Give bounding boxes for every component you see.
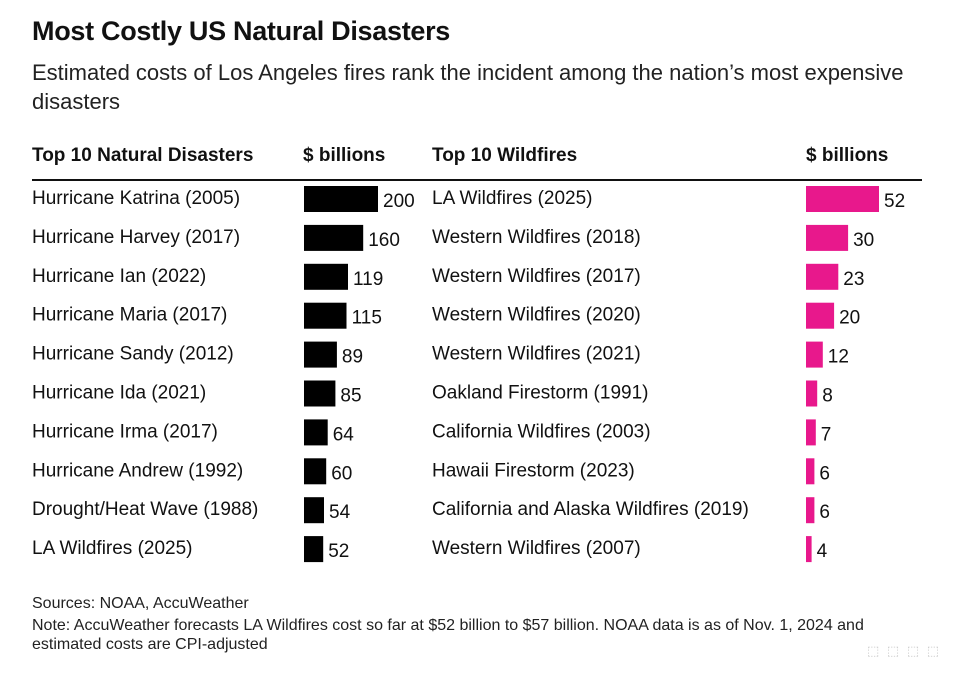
wildfire-value-label: 7: [821, 424, 832, 445]
wildfire-label: LA Wildfires (2025): [432, 188, 593, 209]
disaster-value-label: 160: [368, 230, 400, 251]
disaster-value-label: 64: [333, 424, 355, 445]
wildfire-bar: [806, 263, 839, 290]
wildfire-bar: [806, 341, 823, 368]
wildfire-label: Western Wildfires (2017): [432, 266, 641, 287]
disaster-value-label: 85: [340, 386, 361, 407]
disaster-value-label: 119: [353, 269, 383, 290]
note-text: Note: AccuWeather forecasts LA Wildfires…: [32, 617, 864, 653]
disaster-bar: [304, 380, 336, 407]
wildfire-value-label: 6: [819, 463, 830, 484]
disaster-label: Hurricane Irma (2017): [32, 421, 218, 442]
left-value-header: $ billions: [303, 145, 386, 166]
disaster-value-label: 60: [331, 463, 352, 484]
wildfire-label: Oakland Firestorm (1991): [432, 383, 648, 404]
disaster-bar: [304, 536, 324, 563]
chart-subtitle: Estimated costs of Los Angeles fires ran…: [32, 60, 904, 114]
wildfire-value-label: 20: [839, 308, 860, 329]
wildfire-bar: [806, 419, 816, 446]
wildfire-bar: [806, 224, 849, 251]
sources-text: Sources: NOAA, AccuWeather: [32, 595, 249, 612]
disaster-label: LA Wildfires (2025): [32, 538, 193, 559]
disaster-label: Hurricane Katrina (2005): [32, 188, 240, 209]
disaster-value-label: 89: [342, 347, 363, 368]
disaster-label: Hurricane Maria (2017): [32, 305, 227, 326]
disaster-label: Hurricane Harvey (2017): [32, 227, 240, 248]
header-rule: [32, 179, 922, 181]
disaster-value-label: 200: [383, 191, 415, 212]
right-category-header: Top 10 Wildfires: [432, 145, 578, 166]
disaster-label: Hurricane Ian (2022): [32, 266, 206, 287]
wildfire-label: Western Wildfires (2020): [432, 305, 641, 326]
wildfire-label: Western Wildfires (2021): [432, 344, 641, 365]
wildfire-label: Western Wildfires (2007): [432, 538, 641, 559]
left-category-header: Top 10 Natural Disasters: [32, 145, 254, 166]
disaster-bar: [304, 302, 347, 329]
disaster-bar: [304, 263, 348, 290]
wildfire-value-label: 4: [817, 541, 828, 562]
disaster-bar: [304, 497, 324, 524]
wildfire-label: California and Alaska Wildfires (2019): [432, 499, 749, 520]
wildfire-bar: [806, 186, 879, 212]
chart-title: Most Costly US Natural Disasters: [32, 16, 451, 46]
disaster-value-label: 54: [329, 502, 351, 523]
disaster-bar: [304, 341, 337, 368]
disaster-label: Hurricane Ida (2021): [32, 383, 206, 404]
wildfire-bar: [806, 497, 815, 524]
disaster-bar: [304, 419, 328, 446]
wildfire-label: California Wildfires (2003): [432, 421, 651, 442]
wildfire-value-label: 12: [828, 347, 849, 368]
right-value-header: $ billions: [806, 145, 889, 166]
disaster-value-label: 115: [352, 308, 382, 329]
wildfire-label: Hawaii Firestorm (2023): [432, 460, 635, 481]
disaster-bar: [304, 186, 378, 212]
disaster-bar: [304, 458, 327, 485]
wildfire-bar: [806, 458, 815, 485]
wildfire-value-label: 8: [822, 386, 833, 407]
disaster-label: Hurricane Sandy (2012): [32, 344, 234, 365]
wildfire-bar: [806, 536, 812, 563]
wildfire-value-label: 6: [819, 502, 830, 523]
disaster-label: Hurricane Andrew (1992): [32, 460, 243, 481]
disaster-bar: [304, 224, 364, 251]
disaster-label: Drought/Heat Wave (1988): [32, 499, 258, 520]
wildfire-bar: [806, 302, 835, 329]
wildfire-bar: [806, 380, 818, 407]
wildfire-value-label: 52: [884, 191, 905, 212]
disaster-value-label: 52: [328, 541, 349, 562]
watermark: ⬚ ⬚ ⬚ ⬚: [867, 643, 941, 658]
wildfire-value-label: 30: [853, 230, 874, 251]
wildfire-value-label: 23: [843, 269, 864, 290]
wildfire-label: Western Wildfires (2018): [432, 227, 641, 248]
